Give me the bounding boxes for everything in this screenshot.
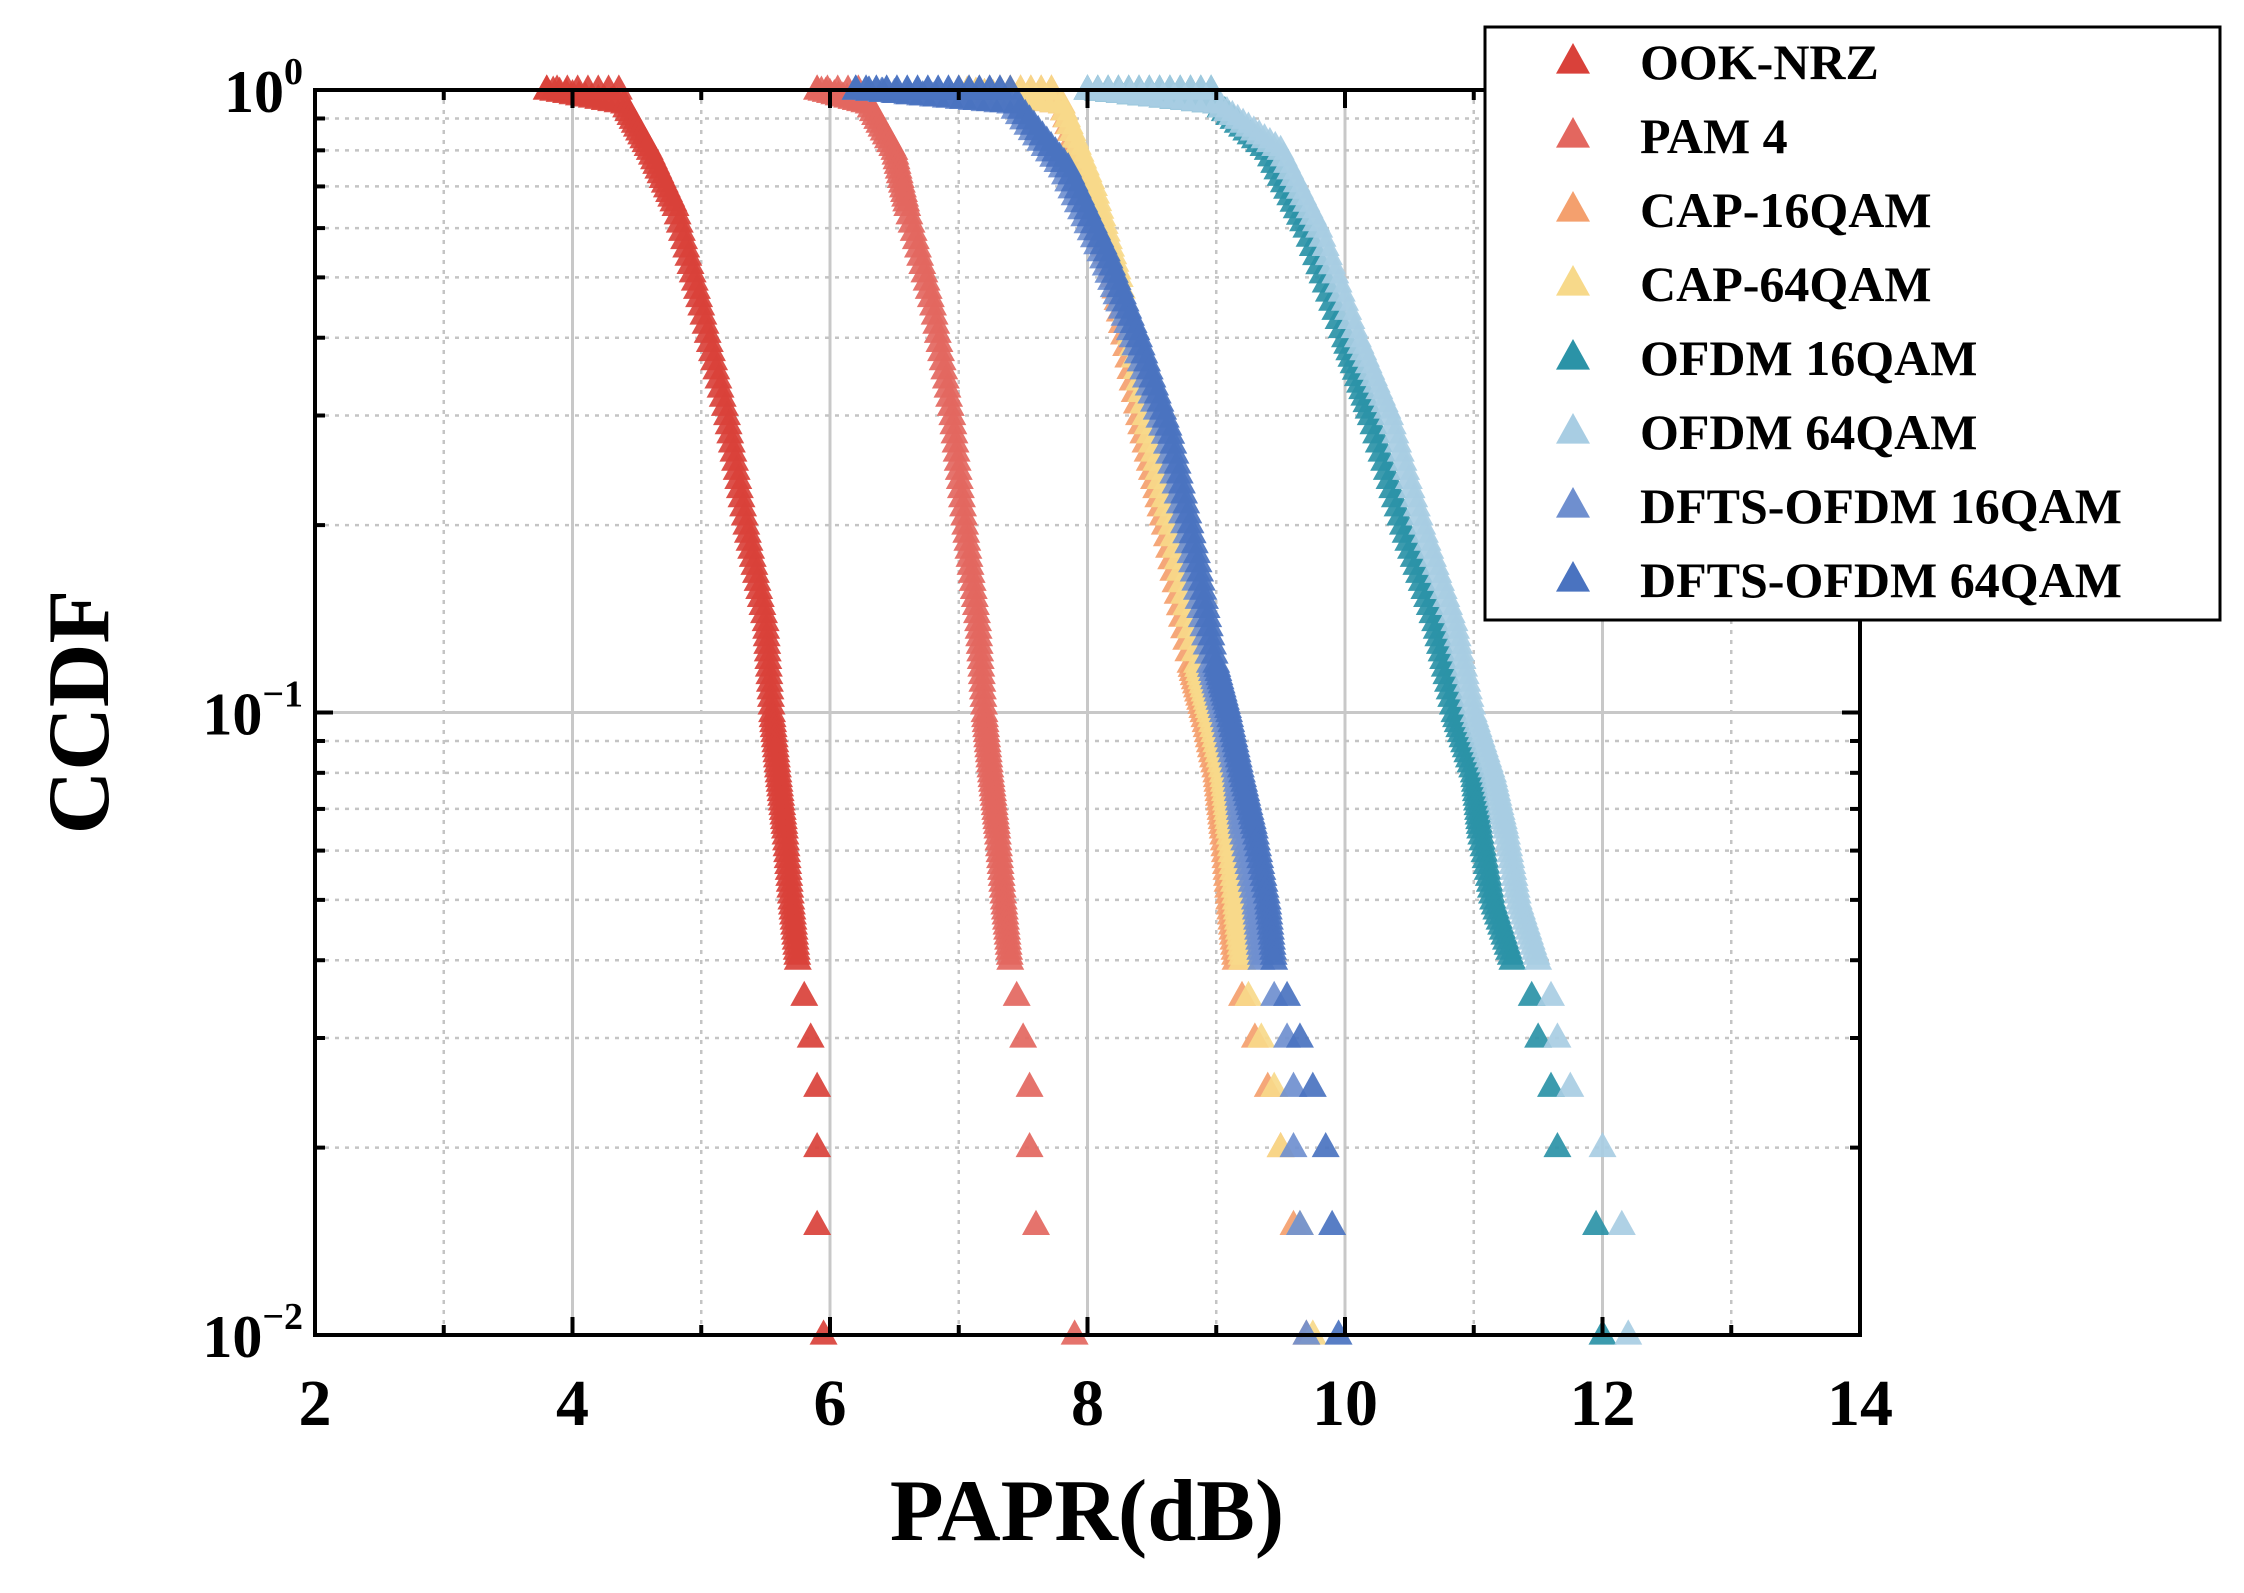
legend-label: DFTS-OFDM 16QAM xyxy=(1640,478,2122,534)
data-point xyxy=(1517,980,1546,1006)
legend-item: DFTS-OFDM 64QAM xyxy=(1556,552,2122,608)
legend-item: CAP-16QAM xyxy=(1556,182,1932,238)
legend-item: DFTS-OFDM 16QAM xyxy=(1556,478,2122,534)
legend-item: PAM 4 xyxy=(1556,108,1788,164)
y-tick-exponent: −2 xyxy=(262,1296,303,1338)
data-point xyxy=(1285,1022,1314,1048)
data-point xyxy=(803,1209,832,1235)
legend-item: CAP-64QAM xyxy=(1556,256,1932,312)
legend-marker xyxy=(1556,487,1590,518)
y-tick-label: 100 xyxy=(224,51,303,125)
grid xyxy=(315,90,1860,1335)
data-point xyxy=(1015,1071,1044,1097)
legend-label: DFTS-OFDM 64QAM xyxy=(1640,552,2122,608)
y-tick-base: 10 xyxy=(224,59,284,125)
legend-marker xyxy=(1556,265,1590,296)
data-point xyxy=(1324,1319,1353,1345)
legend-item: OOK-NRZ xyxy=(1556,34,1879,90)
y-tick-label: 10−2 xyxy=(202,1296,303,1370)
data-point xyxy=(1524,1022,1553,1048)
x-tick-label: 10 xyxy=(1312,1367,1378,1440)
data-point xyxy=(1060,1319,1089,1345)
y-tick-base: 10 xyxy=(202,682,262,748)
data-point xyxy=(1607,1209,1636,1235)
legend-marker xyxy=(1556,561,1590,592)
legend-label: OFDM 64QAM xyxy=(1640,404,1977,460)
data-point xyxy=(1279,1071,1308,1097)
data-point xyxy=(1260,944,1289,970)
y-tick-base: 10 xyxy=(202,1304,262,1370)
data-point xyxy=(1498,944,1527,970)
data-point xyxy=(1311,1131,1340,1158)
legend-marker xyxy=(1556,43,1590,74)
data-point xyxy=(1614,1319,1643,1345)
data-point xyxy=(790,980,819,1006)
series-ook-nrz xyxy=(532,74,838,1345)
data-point xyxy=(1292,1319,1321,1345)
data-point xyxy=(1279,1131,1308,1158)
legend-label: OFDM 16QAM xyxy=(1640,330,1977,386)
data-point xyxy=(1234,980,1263,1006)
data-point xyxy=(1273,980,1302,1006)
data-point xyxy=(1037,74,1066,100)
data-point xyxy=(1318,1209,1347,1235)
x-tick-label: 2 xyxy=(299,1367,332,1440)
y-tick-label: 10−1 xyxy=(202,674,303,748)
x-tick-label: 8 xyxy=(1071,1367,1104,1440)
data-point xyxy=(803,1071,832,1097)
series-layer xyxy=(532,74,1643,1345)
x-tick-label: 14 xyxy=(1827,1367,1893,1440)
data-point xyxy=(1524,944,1553,970)
data-point xyxy=(1247,1022,1276,1048)
data-point xyxy=(1022,1209,1050,1235)
data-point xyxy=(1588,1131,1617,1158)
data-point xyxy=(1009,1022,1038,1048)
legend-label: OOK-NRZ xyxy=(1640,34,1879,90)
data-point xyxy=(809,1319,838,1345)
data-point xyxy=(996,944,1025,970)
series-pam-4 xyxy=(803,74,1089,1345)
legend-label: CAP-16QAM xyxy=(1640,182,1932,238)
data-point xyxy=(1543,1131,1572,1158)
data-point xyxy=(783,944,812,970)
data-point xyxy=(1298,1071,1327,1097)
legend-box xyxy=(1483,25,2222,622)
legend-marker xyxy=(1556,339,1590,370)
series-ofdm-64qam xyxy=(1073,74,1643,1345)
y-axis-label: CCDF xyxy=(31,590,128,834)
legend-item: OFDM 16QAM xyxy=(1556,330,1977,386)
data-point xyxy=(796,1022,825,1048)
legend-item: OFDM 64QAM xyxy=(1556,404,1977,460)
y-tick-exponent: 0 xyxy=(284,51,303,93)
data-point xyxy=(1002,980,1031,1006)
legend-marker xyxy=(1556,117,1590,148)
data-point xyxy=(1260,1071,1289,1097)
x-axis-label: PAPR(dB) xyxy=(890,1463,1284,1560)
data-point xyxy=(1543,1022,1572,1048)
data-point xyxy=(996,74,1025,100)
x-tick-label: 12 xyxy=(1570,1367,1636,1440)
y-tick-exponent: −1 xyxy=(262,674,303,716)
legend-label: CAP-64QAM xyxy=(1640,256,1932,312)
legend-marker xyxy=(1556,191,1590,222)
data-point xyxy=(1285,1209,1314,1235)
x-tick-label: 4 xyxy=(556,1367,589,1440)
data-point xyxy=(1556,1071,1585,1097)
legend-marker xyxy=(1556,413,1590,444)
data-point xyxy=(1582,1209,1611,1235)
data-point xyxy=(1015,1131,1044,1158)
data-point xyxy=(1537,980,1565,1006)
series-dfts-ofdm-64qam xyxy=(841,74,1353,1345)
data-point xyxy=(1537,1071,1565,1097)
legend-label: PAM 4 xyxy=(1640,108,1788,164)
x-tick-label: 6 xyxy=(814,1367,847,1440)
data-point xyxy=(604,74,633,100)
legend: OOK-NRZ PAM 4 CAP-16QAM CAP-64QAM OFDM 16QAM… xyxy=(1483,25,2222,622)
data-point xyxy=(803,1131,832,1158)
